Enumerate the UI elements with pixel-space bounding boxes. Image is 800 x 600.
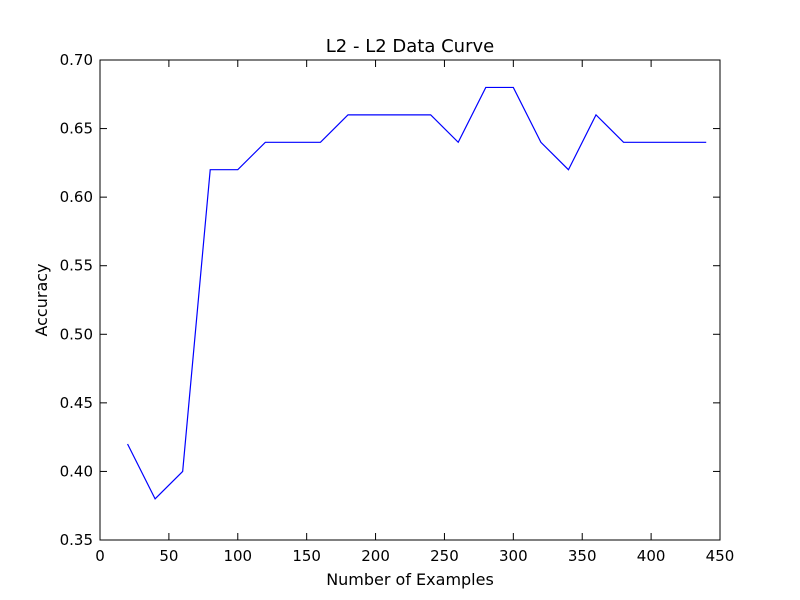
- x-tick-label: 450: [706, 547, 735, 565]
- x-axis-label: Number of Examples: [326, 570, 494, 589]
- y-tick-label: 0.65: [60, 120, 93, 138]
- x-tick-label: 0: [95, 547, 105, 565]
- y-tick-label: 0.40: [60, 462, 93, 480]
- ticks-layer: [99, 59, 721, 541]
- x-tick-label: 150: [292, 547, 321, 565]
- x-tick-label: 300: [499, 547, 528, 565]
- y-tick-label: 0.50: [60, 325, 93, 343]
- x-tick-label: 250: [430, 547, 459, 565]
- y-tick-label: 0.60: [60, 188, 93, 206]
- y-tick-label: 0.45: [60, 394, 93, 412]
- x-tick-label: 400: [637, 547, 666, 565]
- x-tick-label: 200: [361, 547, 390, 565]
- y-tick-label: 0.55: [60, 257, 93, 275]
- y-tick-label: 0.35: [60, 531, 93, 549]
- series-line: [127, 86, 707, 500]
- x-tick-label: 100: [223, 547, 252, 565]
- plot-frame: [99, 59, 721, 541]
- y-tick-label: 0.70: [60, 51, 93, 69]
- series-layer: [127, 86, 707, 500]
- chart-title: L2 - L2 Data Curve: [326, 36, 494, 57]
- x-tick-label: 350: [568, 547, 597, 565]
- y-axis-label: Accuracy: [32, 263, 51, 336]
- tick-labels-layer: 0 50 100 150 200 250 300 350 400 450 0.35 0.40 0.45 0…: [60, 51, 735, 565]
- x-tick-label: 50: [159, 547, 178, 565]
